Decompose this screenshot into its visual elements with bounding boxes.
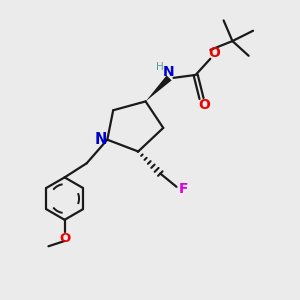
Text: O: O — [198, 98, 210, 112]
Text: N: N — [94, 132, 107, 147]
Text: H: H — [155, 62, 163, 72]
Polygon shape — [146, 75, 172, 101]
Text: O: O — [59, 232, 70, 244]
Text: O: O — [208, 46, 220, 60]
Text: N: N — [162, 65, 174, 79]
Text: F: F — [179, 182, 189, 196]
